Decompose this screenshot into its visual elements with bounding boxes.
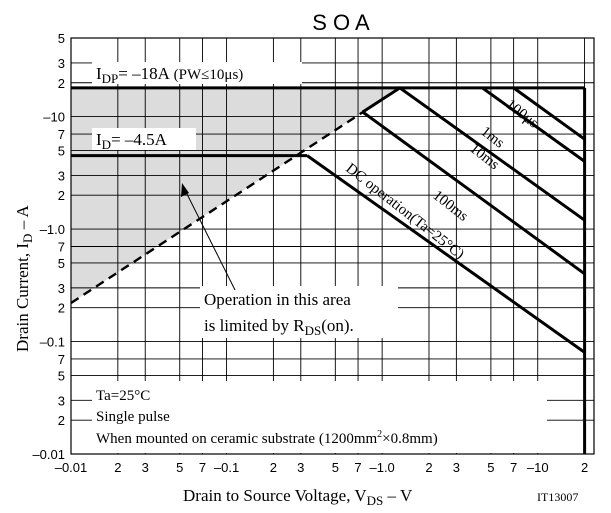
x-tick-label: 2 <box>581 460 588 475</box>
x-tick-label: –1.0 <box>369 460 394 475</box>
id-label: ID= –4.5A <box>96 130 168 152</box>
plot-frame <box>70 37 595 455</box>
y-tick-label: 7 <box>58 127 65 142</box>
series-line-10ms <box>361 86 586 222</box>
y-tick-label: –1.0 <box>40 222 65 237</box>
x-tick-label: –10 <box>527 460 549 475</box>
id-label-mask <box>92 128 196 150</box>
idp-label: IDP= –18A (PW≤10μs) <box>96 64 243 86</box>
y-tick-label: –0.01 <box>32 447 65 462</box>
chart-title: S O A <box>312 10 370 35</box>
x-tick-label: 5 <box>332 460 339 475</box>
area-note-mask <box>200 286 398 338</box>
x-tick-label: 7 <box>510 460 517 475</box>
x-tick-label: 3 <box>142 460 149 475</box>
condition-pulse: Single pulse <box>96 409 170 425</box>
y-tick-label: –10 <box>43 110 65 125</box>
x-tick-label: –0.1 <box>214 460 239 475</box>
x-tick-label: 5 <box>487 460 494 475</box>
area-note-leader <box>183 187 236 291</box>
x-tick-label: 3 <box>453 460 460 475</box>
arrow-head-icon <box>181 183 189 197</box>
y-tick-label: 7 <box>58 352 65 367</box>
y-axis-title: Drain Current, ID – A <box>13 204 35 352</box>
series-line-r-ds-on-limit <box>70 86 401 305</box>
x-tick-label: 5 <box>176 460 183 475</box>
area-note-line2: is limited by RDS(on). <box>204 316 354 338</box>
x-tick-label: 7 <box>354 460 361 475</box>
series-line-100ms <box>361 110 586 276</box>
y-tick-label: –0.1 <box>40 335 65 350</box>
y-tick-label: 3 <box>58 281 65 296</box>
x-tick-label: –0.01 <box>55 460 88 475</box>
x-tick-labels: –0.01 2 3 5 7 –0.1 2 3 5 7 –1.0 2 3 5 7 –10 2 <box>55 460 588 475</box>
series-lines <box>70 86 587 454</box>
condition-substrate: When mounted on ceramic substrate (1200m… <box>96 429 438 447</box>
x-tick-label: 2 <box>270 460 277 475</box>
area-note-line1: Operation in this area <box>204 290 351 309</box>
y-tick-label: 2 <box>58 76 65 91</box>
conditions-mask <box>92 381 547 453</box>
y-tick-label: 3 <box>58 56 65 71</box>
label-100ms: 100ms <box>430 188 472 225</box>
x-axis-title: Drain to Source Voltage, VDS – V <box>183 486 413 508</box>
y-tick-label: 7 <box>58 239 65 254</box>
y-tick-label: 2 <box>58 188 65 203</box>
series-line-100-s <box>512 86 586 141</box>
x-tick-label: 2 <box>425 460 432 475</box>
condition-ta: Ta=25°C <box>96 388 150 404</box>
idp-label-mask <box>92 62 302 84</box>
y-tick-label: 2 <box>58 301 65 316</box>
y-tick-label: 3 <box>58 393 65 408</box>
y-tick-label: 5 <box>58 31 65 46</box>
y-tick-label: 5 <box>58 256 65 271</box>
x-tick-label: 3 <box>297 460 304 475</box>
y-tick-label: 5 <box>58 368 65 383</box>
y-tick-label: 5 <box>58 143 65 158</box>
x-tick-label: 2 <box>114 460 121 475</box>
y-tick-label: 3 <box>58 168 65 183</box>
series-line-1ms <box>481 86 586 163</box>
x-tick-label: 7 <box>199 460 206 475</box>
series-line-dc <box>306 154 586 354</box>
y-tick-label: 2 <box>58 413 65 428</box>
figure-code: IT13007 <box>537 490 578 504</box>
